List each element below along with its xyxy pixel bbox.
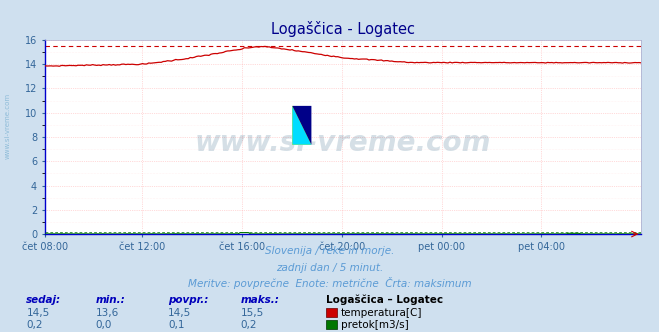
Bar [293,106,312,145]
Text: sedaj:: sedaj: [26,295,61,305]
Text: 14,5: 14,5 [168,308,191,318]
Text: 0,0: 0,0 [96,320,112,330]
Text: min.:: min.: [96,295,125,305]
Text: Meritve: povprečne  Enote: metrične  Črta: maksimum: Meritve: povprečne Enote: metrične Črta:… [188,277,471,289]
Text: 0,2: 0,2 [241,320,257,330]
Text: 0,2: 0,2 [26,320,43,330]
Text: 15,5: 15,5 [241,308,264,318]
Text: Logaščica – Logatec: Logaščica – Logatec [326,294,444,305]
Text: Slovenija / reke in morje.: Slovenija / reke in morje. [265,246,394,256]
Title: Logaščica - Logatec: Logaščica - Logatec [271,21,415,37]
Text: maks.:: maks.: [241,295,279,305]
Text: povpr.:: povpr.: [168,295,208,305]
Text: www.si-vreme.com: www.si-vreme.com [5,93,11,159]
Polygon shape [293,106,312,145]
Polygon shape [293,106,312,145]
Text: temperatura[C]: temperatura[C] [341,308,422,318]
Text: 14,5: 14,5 [26,308,49,318]
Text: 0,1: 0,1 [168,320,185,330]
Text: pretok[m3/s]: pretok[m3/s] [341,320,409,330]
Text: www.si-vreme.com: www.si-vreme.com [195,129,491,157]
Text: zadnji dan / 5 minut.: zadnji dan / 5 minut. [276,263,383,273]
Text: 13,6: 13,6 [96,308,119,318]
